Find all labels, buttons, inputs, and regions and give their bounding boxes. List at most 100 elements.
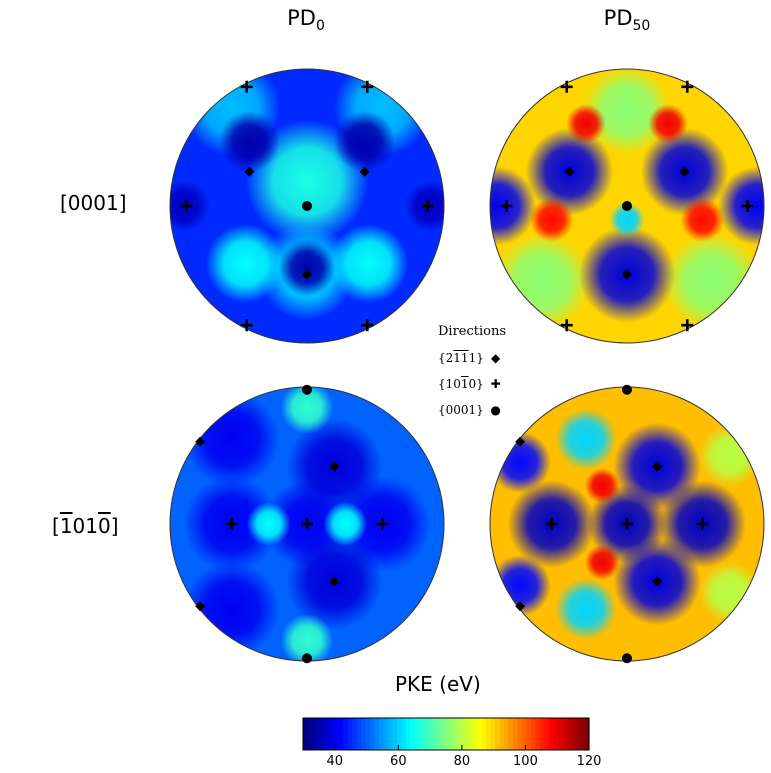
colorbar-segment — [557, 718, 563, 750]
colorbar-tick-label: 60 — [390, 754, 407, 769]
column-title-pd50-main: PD — [603, 6, 633, 30]
colorbar-segment — [504, 718, 510, 750]
direction-marker-2111 — [195, 601, 206, 612]
row-label-1010-post: ] — [110, 514, 119, 538]
colorbar-segment — [508, 718, 514, 750]
colorbar-segment — [477, 718, 483, 750]
colorbar-segment — [580, 718, 586, 750]
row-label-1010-bar2: 0 — [98, 514, 111, 538]
colorbar-segment — [423, 718, 429, 750]
colorbar-segment — [513, 718, 519, 750]
direction-marker-0001 — [302, 201, 312, 211]
colorbar-segment — [361, 718, 367, 750]
legend-label-part: 1 — [460, 377, 469, 391]
colorbar-segment — [320, 718, 326, 750]
row-label-0001: [0001] — [60, 191, 127, 215]
energy-contour — [218, 110, 281, 173]
row-label-1010: [1010] — [52, 514, 119, 538]
direction-marker-1010 — [361, 319, 374, 332]
colorbar-segment — [325, 718, 331, 750]
direction-marker-2111 — [652, 461, 663, 472]
colorbar-tick-label: 80 — [453, 754, 471, 769]
colorbar-tick-label: 40 — [326, 754, 344, 769]
colorbar-segment — [535, 718, 541, 750]
energy-contour — [333, 110, 396, 173]
circle-marker-icon: ● — [490, 403, 501, 417]
energy-contour — [280, 387, 334, 434]
direction-marker-2111 — [359, 166, 370, 177]
column-title-pd0: PD0 — [226, 6, 386, 34]
pole-figure-pd50-1010 — [489, 384, 765, 664]
directions-legend: Directions {2111} ◆ {1010} ✚ {0001} ● — [438, 324, 506, 423]
colorbar-segment — [530, 718, 536, 750]
colorbar-segment — [499, 718, 505, 750]
direction-marker-2111 — [302, 269, 312, 280]
direction-marker-0001 — [622, 653, 632, 664]
legend-item-1010: {1010} ✚ — [438, 371, 506, 397]
direction-marker-2111 — [652, 576, 663, 587]
colorbar-segment — [303, 718, 309, 750]
direction-marker-1010 — [681, 80, 694, 93]
colorbar-segment — [383, 718, 389, 750]
energy-contour — [555, 408, 617, 470]
direction-marker-1010 — [225, 518, 238, 530]
colorbar-segment — [419, 718, 425, 750]
energy-contour — [584, 544, 620, 580]
colorbar-segment — [459, 718, 465, 750]
energy-contour — [583, 69, 671, 154]
direction-marker-1010 — [560, 80, 573, 93]
colorbar-segment — [584, 718, 590, 750]
direction-marker-1010 — [681, 319, 694, 332]
colorbar-tick-label: 100 — [513, 754, 538, 769]
colorbar-segment — [481, 718, 487, 750]
colorbar-segment — [495, 718, 501, 750]
colorbar-segment — [517, 718, 523, 750]
colorbar-segment — [316, 718, 322, 750]
row-label-1010-mid: 01 — [72, 514, 98, 538]
energy-contour — [609, 202, 645, 238]
direction-marker-2111 — [244, 166, 255, 177]
direction-marker-1010 — [421, 200, 434, 212]
colorbar-segment — [575, 718, 581, 750]
disc-outline — [489, 68, 765, 344]
colorbar-segment — [437, 718, 443, 750]
colorbar-segment — [334, 718, 340, 750]
energy-contour — [566, 104, 606, 144]
colorbar-segment — [343, 718, 349, 750]
colorbar-segment — [432, 718, 438, 750]
column-title-pd0-main: PD — [287, 6, 316, 30]
colorbar-segment — [446, 718, 452, 750]
colorbar-segment — [410, 718, 416, 750]
colorbar-segment — [374, 718, 380, 750]
colorbar-segment — [311, 718, 318, 750]
direction-marker-2111 — [679, 166, 690, 177]
direction-marker-2111 — [329, 576, 340, 587]
direction-marker-1010 — [240, 80, 253, 93]
direction-marker-1010 — [696, 518, 709, 530]
colorbar-segment — [396, 718, 402, 750]
legend-label-part: {10 — [438, 377, 461, 391]
direction-marker-1010 — [361, 80, 374, 93]
energy-contour — [490, 166, 537, 246]
colorbar-segment — [562, 718, 568, 750]
direction-marker-2111 — [564, 166, 575, 177]
direction-marker-2111 — [622, 269, 632, 280]
direction-marker-1010 — [301, 518, 313, 530]
energy-contour — [278, 239, 336, 297]
pole-figure-pd0-0001 — [169, 68, 445, 344]
direction-marker-1010 — [240, 319, 253, 332]
direction-marker-2111 — [195, 436, 206, 447]
energy-contour — [493, 233, 591, 330]
energy-contour — [648, 104, 688, 144]
energy-contour — [205, 224, 285, 303]
colorbar-segment — [450, 718, 456, 750]
colorbar-segment — [454, 718, 461, 750]
diamond-marker-icon: ◆ — [491, 351, 501, 365]
direction-marker-1010 — [376, 518, 389, 530]
colorbar-segment — [352, 718, 358, 750]
direction-marker-1010 — [741, 200, 754, 212]
energy-contour — [280, 614, 334, 661]
colorbar-segment — [405, 718, 411, 750]
colorbar-segment — [472, 718, 478, 750]
energy-contour — [717, 166, 764, 246]
